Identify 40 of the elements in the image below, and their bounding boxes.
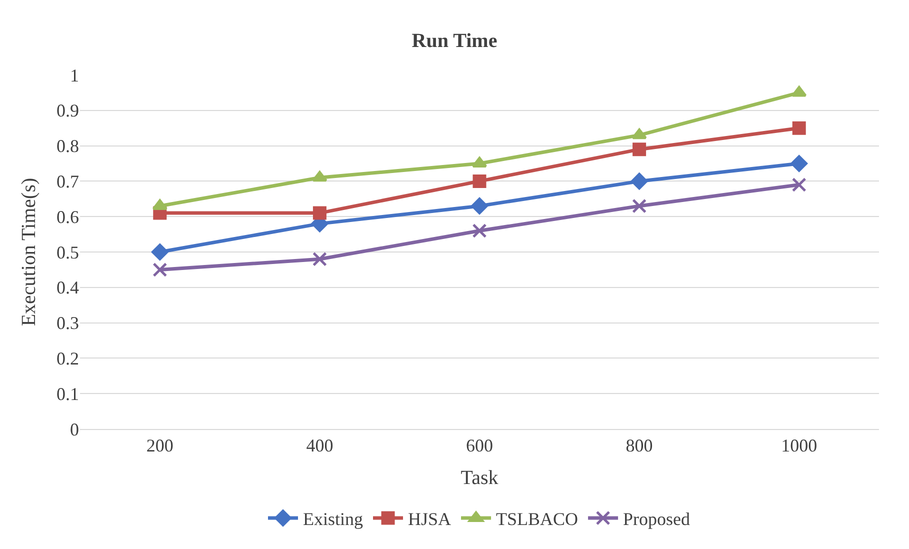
point bbox=[792, 86, 807, 97]
y-tick-label: 0.9 bbox=[56, 100, 79, 121]
point bbox=[312, 170, 328, 182]
point bbox=[152, 244, 168, 260]
point bbox=[790, 155, 808, 172]
point bbox=[632, 198, 647, 214]
point bbox=[471, 198, 488, 214]
legend-label: HJSA bbox=[408, 509, 452, 530]
y-tick-label: 0.6 bbox=[56, 206, 79, 227]
x-tick-label: 1000 bbox=[781, 436, 818, 456]
legend-label: TSLBACO bbox=[496, 509, 578, 530]
legend-label: Existing bbox=[303, 509, 364, 530]
y-tick-label: 0.3 bbox=[56, 313, 79, 334]
x-tick-label: 200 bbox=[146, 436, 174, 456]
point bbox=[792, 121, 806, 135]
point bbox=[152, 199, 168, 210]
y-tick-label: 0.8 bbox=[56, 136, 79, 156]
y-tick-label: 0.2 bbox=[56, 348, 79, 368]
point bbox=[632, 128, 647, 140]
y-tick-label: 0.4 bbox=[56, 278, 79, 298]
y-tick-label: 1 bbox=[70, 65, 79, 86]
y-tick-label: 0 bbox=[70, 419, 79, 440]
y-tick-label: 0.5 bbox=[56, 242, 79, 262]
point bbox=[312, 206, 326, 220]
y-tick-label: 0.7 bbox=[56, 172, 79, 192]
point bbox=[632, 142, 646, 156]
legend-label: Proposed bbox=[623, 509, 690, 530]
x-axis-title: Task bbox=[460, 467, 498, 490]
x-tick-label: 600 bbox=[466, 436, 493, 456]
point bbox=[312, 252, 327, 266]
chart-title: Run Time bbox=[412, 30, 498, 52]
point bbox=[472, 174, 486, 188]
x-tick-label: 800 bbox=[626, 436, 653, 456]
point bbox=[152, 262, 168, 277]
y-axis-title: Execution Time(s) bbox=[18, 178, 40, 326]
point bbox=[472, 224, 487, 238]
point bbox=[630, 172, 648, 190]
point bbox=[792, 177, 806, 192]
y-tick-label: 0.1 bbox=[56, 384, 79, 404]
x-tick-label: 400 bbox=[306, 436, 334, 456]
